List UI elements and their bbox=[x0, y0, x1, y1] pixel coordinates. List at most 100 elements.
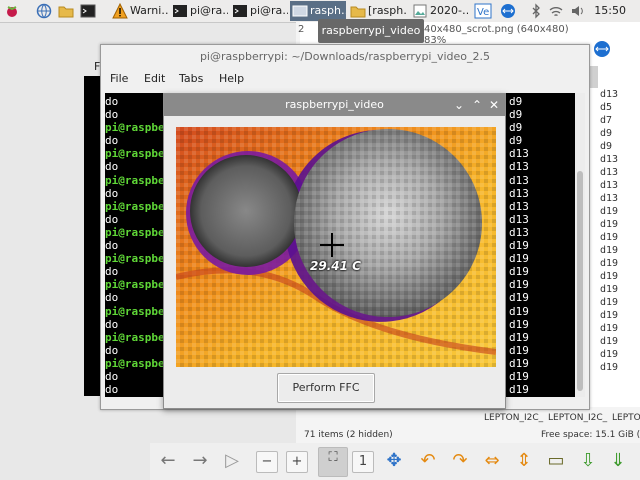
teamviewer-icon[interactable] bbox=[590, 40, 614, 58]
task-label: Warni… bbox=[130, 4, 168, 17]
terminal-line: pi@raspbe bbox=[105, 331, 175, 344]
file-item[interactable]: LEPTON_I2C_ bbox=[548, 413, 608, 423]
terminal-line: pi@raspbe bbox=[105, 174, 175, 187]
item-count: 71 items (2 hidden) bbox=[304, 430, 393, 440]
zoom-in-icon[interactable]: + bbox=[286, 451, 308, 473]
rotate-right-icon[interactable]: ↷ bbox=[452, 450, 468, 471]
terminal-line: pi@raspbe bbox=[105, 226, 175, 239]
file-item[interactable]: LEPTO bbox=[612, 413, 640, 423]
terminal-line-suffix: d19 bbox=[509, 304, 529, 318]
perform-ffc-button[interactable]: Perform FFC bbox=[277, 373, 375, 403]
left-object bbox=[190, 155, 302, 267]
scrollbar-thumb[interactable] bbox=[577, 171, 583, 391]
terminal-prefix: do bbox=[105, 95, 119, 108]
terminal-line-suffix: d19 bbox=[509, 356, 529, 370]
folder-icon[interactable] bbox=[58, 3, 74, 19]
zoom-out-icon[interactable]: − bbox=[256, 451, 278, 473]
raspberry-menu-icon[interactable] bbox=[4, 3, 20, 19]
save-as-icon[interactable]: ⇓ bbox=[610, 450, 626, 471]
folder-icon bbox=[350, 3, 366, 19]
terminal-prefix: do bbox=[105, 212, 119, 226]
minimize-icon[interactable]: ⌄ bbox=[454, 98, 465, 112]
terminal-prompt: pi@raspbe bbox=[105, 225, 165, 239]
fullscreen-icon[interactable]: ✥ bbox=[386, 450, 402, 471]
file-item[interactable]: LEPTON_I2C_ bbox=[484, 413, 544, 423]
terminal-prompt: pi@raspbe bbox=[105, 356, 165, 370]
vnc-icon[interactable]: Ve bbox=[474, 3, 492, 19]
bluetooth-icon[interactable] bbox=[528, 3, 544, 19]
thermal-image[interactable] bbox=[176, 127, 496, 367]
menu-help[interactable]: Help bbox=[219, 72, 245, 85]
terminal-prefix: do bbox=[105, 383, 119, 397]
close-icon[interactable]: ✕ bbox=[489, 98, 500, 112]
task-warning[interactable]: Warni… bbox=[110, 1, 168, 21]
list-item: d13 bbox=[600, 154, 619, 165]
task-label: [rasph… bbox=[368, 4, 408, 17]
menu-edit[interactable]: Edit bbox=[144, 72, 166, 85]
terminal-prefix: do bbox=[105, 291, 119, 305]
wifi-icon[interactable] bbox=[548, 3, 564, 19]
terminal-icon[interactable] bbox=[80, 3, 96, 19]
browser-icon[interactable] bbox=[36, 3, 52, 19]
teamviewer-icon[interactable] bbox=[500, 3, 516, 19]
window-titlebar[interactable]: raspberrypi_video ⌄ ⌃ ✕ bbox=[164, 94, 505, 116]
flip-horizontal-icon[interactable]: ⇔ bbox=[484, 450, 500, 471]
terminal-line: pi@raspbe bbox=[105, 357, 175, 370]
list-item: d19 bbox=[600, 232, 619, 243]
task-image-viewer[interactable]: 2020-… bbox=[410, 1, 468, 21]
play-icon[interactable]: ▷ bbox=[225, 450, 239, 471]
terminal-line: pi@raspbe bbox=[105, 278, 175, 291]
fit-icon[interactable]: ⛶ bbox=[318, 447, 348, 477]
terminal-line-suffix: d9 bbox=[509, 95, 523, 108]
terminal-prefix: do bbox=[105, 186, 119, 200]
list-item: d9 bbox=[600, 141, 613, 152]
scrollbar[interactable] bbox=[575, 93, 585, 397]
task-terminal-2[interactable]: pi@ra… bbox=[230, 1, 288, 21]
menu-file[interactable]: File bbox=[110, 72, 129, 85]
scrollbar[interactable] bbox=[590, 66, 598, 88]
svg-text:Ve: Ve bbox=[477, 7, 489, 18]
terminal-prompt: pi@raspbe bbox=[105, 147, 165, 161]
terminal-line-suffix: d13 bbox=[509, 147, 529, 161]
rotate-left-icon[interactable]: ↶ bbox=[420, 450, 436, 471]
list-item: d7 bbox=[600, 115, 613, 126]
terminal-line-suffix: d19 bbox=[509, 239, 529, 253]
save-icon[interactable]: ⇩ bbox=[580, 450, 596, 471]
terminal-line: do bbox=[105, 265, 175, 278]
video-window[interactable]: raspberrypi_video ⌄ ⌃ ✕ bbox=[163, 93, 506, 409]
terminal-line: do bbox=[105, 370, 175, 383]
window-titlebar[interactable]: pi@raspberrypi: ~/Downloads/raspberrypi_… bbox=[101, 45, 589, 69]
terminal-line: do bbox=[105, 383, 175, 396]
task-video-window[interactable]: rasph… bbox=[290, 1, 346, 21]
image-viewer-title-text: 40x480_scrot.png (640x480) 83% bbox=[424, 24, 569, 46]
list-item: d19 bbox=[600, 219, 619, 230]
volume-icon[interactable] bbox=[570, 3, 586, 19]
maximize-icon[interactable]: ⌃ bbox=[472, 98, 483, 112]
terminal-prompt: pi@raspbe bbox=[105, 121, 165, 135]
list-item: d19 bbox=[600, 297, 619, 308]
task-file-manager[interactable]: [rasph… bbox=[348, 1, 408, 21]
flip-vertical-icon[interactable]: ⇕ bbox=[516, 450, 532, 471]
image-viewer-title: 2 40x480_scrot.png (640x480) 83% bbox=[298, 24, 578, 46]
task-label: 2020-… bbox=[430, 4, 468, 17]
list-item: d13 bbox=[600, 180, 619, 191]
window-title: pi@raspberrypi: ~/Downloads/raspberrypi_… bbox=[199, 50, 491, 63]
terminal-line: do bbox=[105, 187, 175, 200]
task-terminal-1[interactable]: pi@ra… bbox=[170, 1, 228, 21]
list-item: d19 bbox=[600, 206, 619, 217]
list-item: d19 bbox=[600, 245, 619, 256]
original-size-icon[interactable]: 1 bbox=[352, 451, 374, 473]
menu-tabs[interactable]: Tabs bbox=[179, 72, 204, 85]
previous-arrow-icon[interactable]: ← bbox=[160, 450, 176, 471]
terminal-line-suffix: d19 bbox=[509, 383, 529, 397]
taskbar-tooltip: raspberrypi_video bbox=[318, 19, 424, 43]
open-folder-icon[interactable]: ▭ bbox=[547, 450, 565, 471]
terminal-prefix: do bbox=[105, 239, 119, 253]
terminal-line: do bbox=[105, 213, 175, 226]
terminal-prefix: do bbox=[105, 160, 119, 174]
next-arrow-icon[interactable]: → bbox=[192, 450, 208, 471]
terminal-line-suffix: d19 bbox=[509, 343, 529, 357]
clock[interactable]: 15:50 bbox=[594, 4, 626, 17]
terminal-prefix: do bbox=[105, 343, 119, 357]
file-names-row: LEPTON_I2C_ LEPTON_I2C_ LEPTO bbox=[480, 408, 640, 428]
